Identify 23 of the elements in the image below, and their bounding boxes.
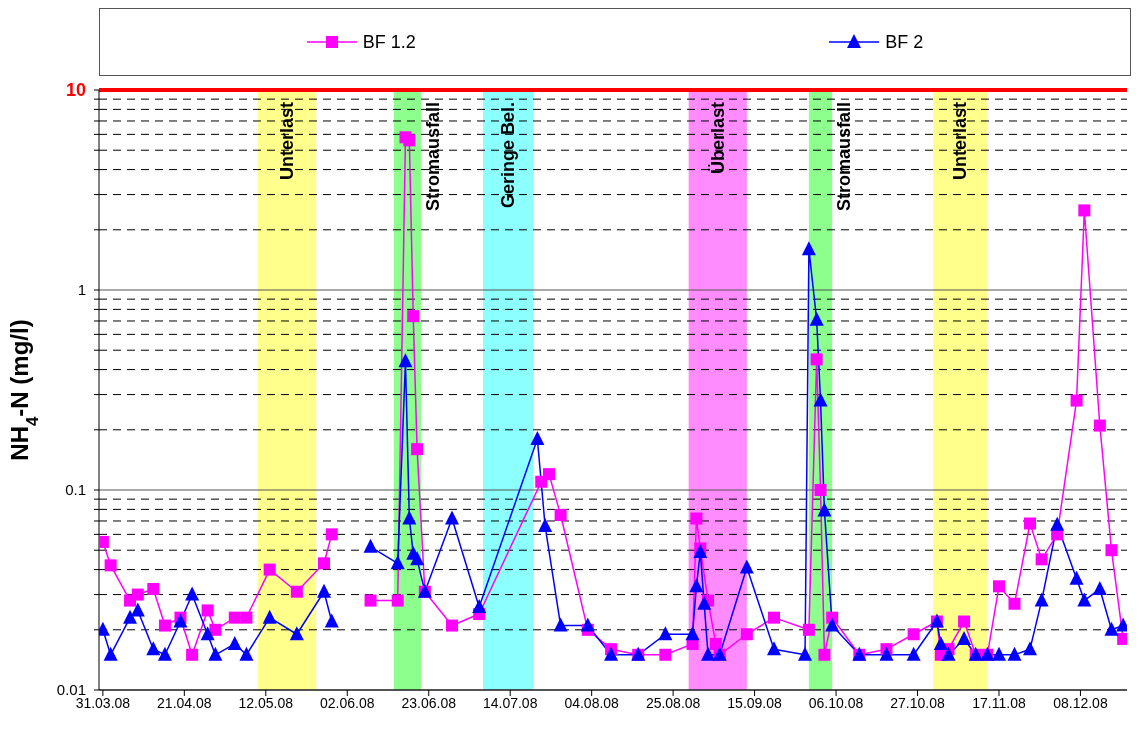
x-tick-label: 04.08.08 [564,694,620,711]
x-tick-label: 12.05.08 [238,694,294,711]
legend-label: BF 1.2 [362,31,416,53]
band-label: Unterlast [950,102,971,181]
x-tick-label: 08.12.08 [1053,694,1108,711]
band-label: Unterlast [277,102,298,181]
x-tick-label: 23.06.08 [401,694,457,711]
band-label: Stromausfall [834,102,855,212]
x-tick-label: 21.04.08 [157,694,212,711]
x-tick-label: 27.10.08 [890,694,945,711]
x-tick-label: 25.08.08 [645,694,701,711]
band-label: Überlast [707,102,728,175]
x-tick-label: 02.06.08 [320,694,375,711]
legend-label: BF 2 [885,31,924,53]
band-label: Stromausfall [422,102,443,212]
y-tick-label: 0.1 [65,481,86,499]
x-tick-label: 06.10.08 [808,694,864,711]
x-tick-label: 15.09.08 [727,694,783,711]
x-tick-label: 14.07.08 [482,694,538,711]
y-tick-label: 1 [77,281,86,299]
band-label: Geringe Bel. [498,102,519,209]
x-tick-label: 17.11.08 [972,694,1026,711]
y-tick-label: 10 [65,80,86,101]
